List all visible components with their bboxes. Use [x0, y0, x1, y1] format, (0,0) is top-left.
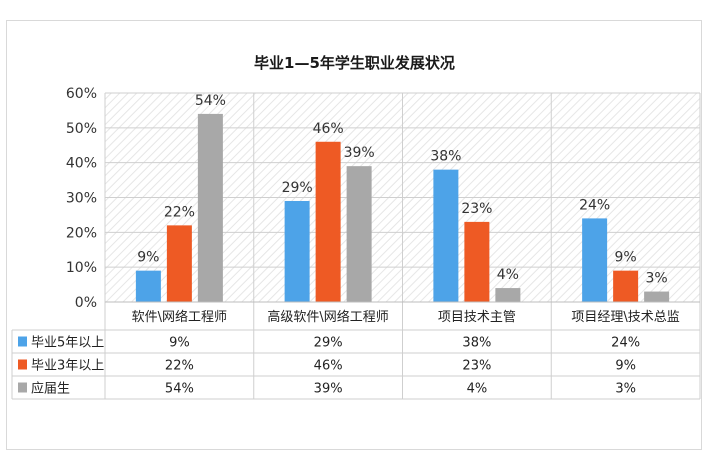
- category-label: 项目经理\技术总监: [571, 310, 679, 325]
- table-cell: 23%: [462, 359, 491, 374]
- y-tick-label: 60%: [66, 86, 97, 102]
- table-cell: 9%: [615, 359, 636, 374]
- y-tick-label: 0%: [75, 295, 97, 311]
- legend-label: 毕业5年以上: [31, 336, 104, 351]
- table-cell: 39%: [314, 382, 343, 397]
- category-label: 项目技术主管: [438, 310, 516, 325]
- table-cell: 29%: [314, 336, 343, 351]
- data-label: 3%: [646, 271, 668, 287]
- data-label: 29%: [282, 180, 313, 196]
- data-label: 4%: [497, 267, 519, 283]
- data-label: 24%: [579, 197, 610, 213]
- table-cell: 9%: [169, 336, 190, 351]
- bar: [433, 169, 459, 302]
- table-cell: 4%: [467, 382, 488, 397]
- y-tick-label: 20%: [66, 225, 97, 241]
- legend-swatch: [18, 359, 27, 370]
- bar: [166, 225, 192, 302]
- data-label: 54%: [195, 93, 226, 109]
- bar: [197, 113, 223, 303]
- y-tick-label: 40%: [66, 156, 97, 172]
- bar: [346, 166, 372, 302]
- data-label: 39%: [344, 145, 375, 161]
- bar: [464, 221, 490, 302]
- legend-label: 毕业3年以上: [31, 359, 104, 374]
- table-cell: 3%: [615, 382, 636, 397]
- y-tick-label: 30%: [66, 191, 97, 207]
- bar: [644, 291, 670, 302]
- table-cell: 22%: [165, 359, 194, 374]
- bar: [135, 270, 161, 302]
- category-label: 高级软件\网络工程师: [267, 309, 388, 325]
- table-cell: 38%: [462, 336, 491, 351]
- legend-label: 应届生: [31, 381, 70, 397]
- data-label: 22%: [164, 204, 195, 220]
- data-label: 9%: [137, 250, 159, 266]
- bar: [495, 288, 521, 302]
- data-label: 23%: [461, 201, 492, 217]
- legend-swatch: [18, 382, 27, 393]
- table-cell: 54%: [165, 382, 194, 397]
- data-label: 46%: [313, 121, 344, 137]
- chart-title: 毕业1—5年学生职业发展状况: [254, 54, 455, 72]
- data-label: 38%: [430, 149, 461, 165]
- bar: [284, 200, 310, 302]
- bar: [613, 270, 639, 302]
- bar: [582, 218, 608, 302]
- y-tick-label: 50%: [66, 121, 97, 137]
- legend-swatch: [18, 336, 27, 347]
- table-cell: 46%: [314, 359, 343, 374]
- data-label: 9%: [615, 250, 637, 266]
- bar: [315, 141, 341, 302]
- y-tick-label: 10%: [66, 260, 97, 276]
- table-cell: 24%: [611, 336, 640, 351]
- category-label: 软件\网络工程师: [132, 309, 227, 325]
